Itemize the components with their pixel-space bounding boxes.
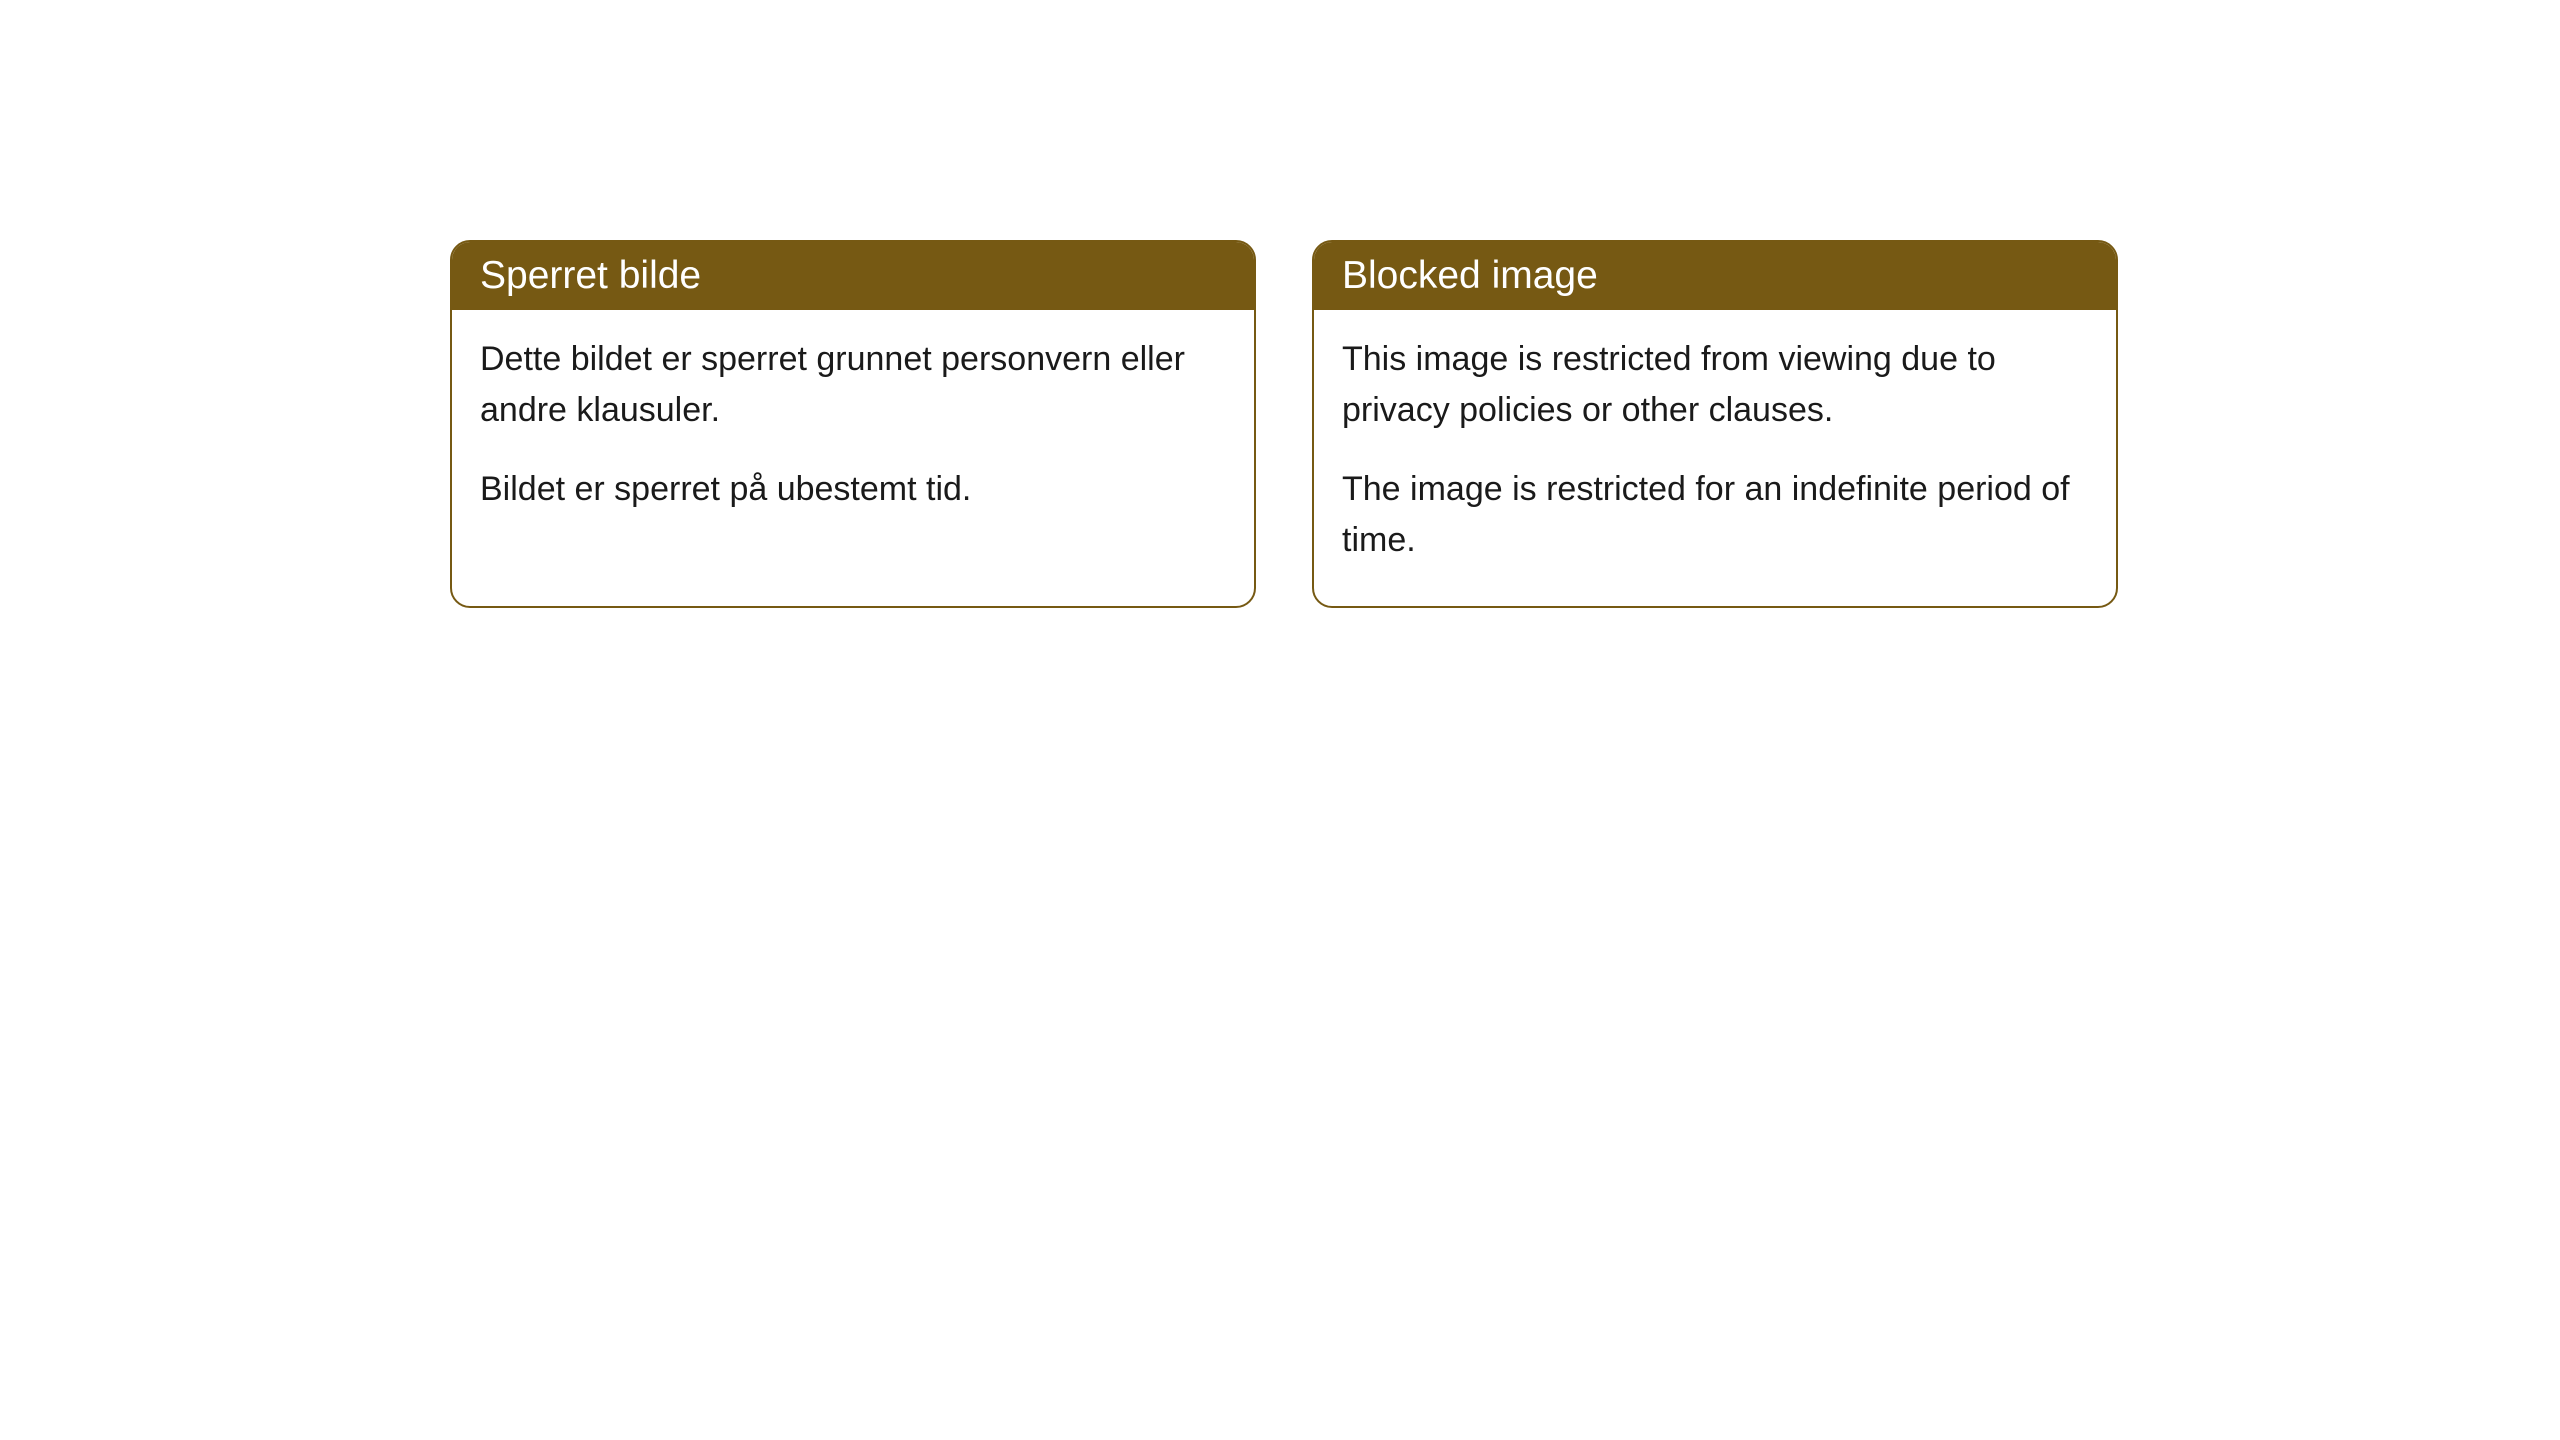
notice-card-norwegian: Sperret bilde Dette bildet er sperret gr… xyxy=(450,240,1256,608)
card-body: Dette bildet er sperret grunnet personve… xyxy=(452,310,1254,555)
notice-paragraph: The image is restricted for an indefinit… xyxy=(1342,464,2088,566)
notice-paragraph: Dette bildet er sperret grunnet personve… xyxy=(480,334,1226,436)
card-header: Sperret bilde xyxy=(452,242,1254,310)
card-header: Blocked image xyxy=(1314,242,2116,310)
notice-card-english: Blocked image This image is restricted f… xyxy=(1312,240,2118,608)
notice-paragraph: Bildet er sperret på ubestemt tid. xyxy=(480,464,1226,515)
notice-paragraph: This image is restricted from viewing du… xyxy=(1342,334,2088,436)
notice-card-container: Sperret bilde Dette bildet er sperret gr… xyxy=(450,240,2560,608)
card-body: This image is restricted from viewing du… xyxy=(1314,310,2116,606)
